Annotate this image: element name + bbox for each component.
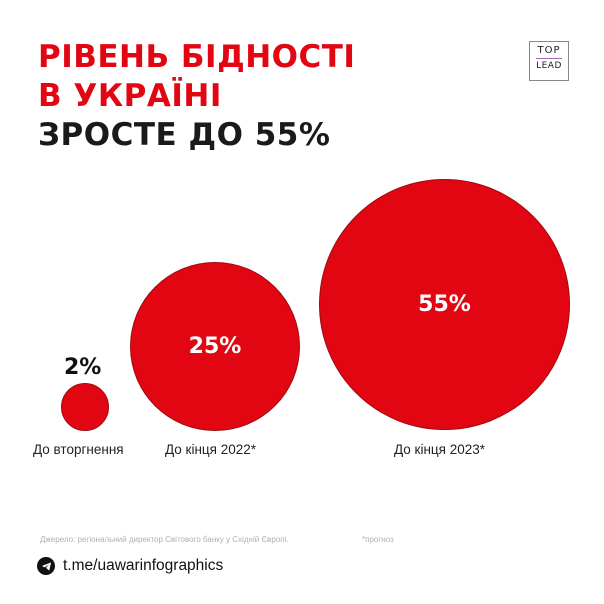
bubble-pre-invasion: [61, 383, 109, 431]
page-title: РІВЕНЬ БІДНОСТІ В УКРАЇНІ ЗРОСТЕ ДО 55%: [38, 38, 355, 155]
forecast-note: *прогноз: [362, 535, 394, 544]
telegram-link-text[interactable]: t.me/uawarinfographics: [63, 557, 224, 574]
source-text: Джерело: регіональний директор Світового…: [40, 535, 289, 544]
bubble-end-2022: 25%: [130, 262, 300, 431]
title-line-3: ЗРОСТЕ ДО 55%: [38, 117, 331, 153]
bubble-value-end-2022: 25%: [188, 334, 242, 359]
top-lead-logo: TOP LEAD: [529, 41, 569, 81]
title-line-2: В УКРАЇНІ: [38, 78, 222, 114]
bubble-label-pre-invasion: До вторгнення: [33, 442, 124, 457]
bubble-label-end-2023: До кінця 2023*: [394, 442, 485, 457]
bubble-end-2023: 55%: [319, 179, 570, 430]
bubble-value-pre-invasion: 2%: [64, 355, 102, 380]
logo-divider: [536, 58, 562, 59]
telegram-icon: [37, 557, 55, 575]
logo-bottom-text: LEAD: [536, 61, 562, 71]
telegram-link[interactable]: t.me/uawarinfographics: [37, 557, 223, 575]
title-line-1: РІВЕНЬ БІДНОСТІ: [38, 39, 356, 75]
logo-top-text: TOP: [537, 45, 561, 56]
bubble-label-end-2022: До кінця 2022*: [165, 442, 256, 457]
bubble-value-end-2023: 55%: [418, 292, 471, 317]
